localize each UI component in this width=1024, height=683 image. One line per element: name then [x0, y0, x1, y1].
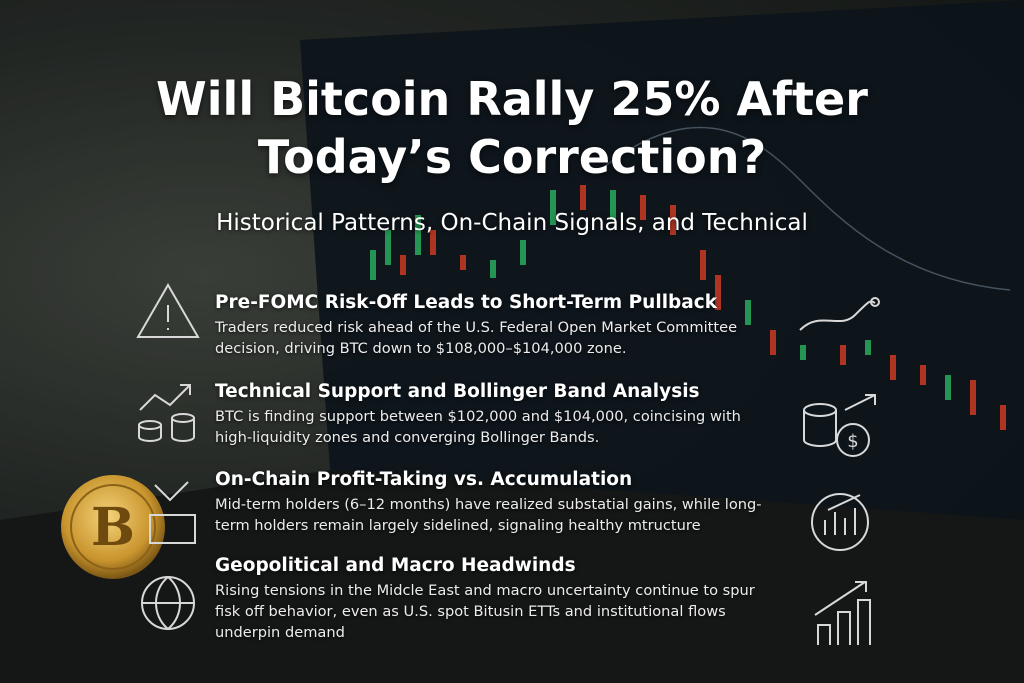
- section-body: Traders reduced risk ahead of the U.S. F…: [215, 319, 738, 357]
- section-body: Rising tensions in the Midcle East and m…: [215, 582, 755, 641]
- bars-icon: [814, 581, 871, 645]
- coin-symbol: B: [91, 497, 135, 558]
- section-heading: Geopolitical and Macro Headwinds: [215, 555, 576, 576]
- gauge-bars: [824, 494, 861, 535]
- subtitle: Historical Patterns, On-Chain Signals, a…: [216, 210, 808, 236]
- trend-dot: [870, 297, 880, 307]
- section: Geopolitical and Macro Headwinds Rising …: [215, 555, 775, 643]
- coins-icon: [803, 410, 837, 447]
- warning-icon: [136, 282, 200, 338]
- section: Pre-FOMC Risk-Off Leads to Short-Term Pu…: [215, 292, 775, 359]
- laptop-screen: [300, 0, 1024, 520]
- dollar-sign: $: [847, 431, 858, 452]
- section-body: BTC is finding support between $102,000 …: [215, 408, 741, 446]
- section-heading: Technical Support and Bollinger Band Ana…: [215, 381, 700, 402]
- decorative-candles: [370, 126, 1011, 430]
- section-body: Mid-term holders (6–12 months) have real…: [215, 496, 762, 534]
- chart-icon: [149, 481, 196, 544]
- title-line: Today’s Correction?: [257, 130, 767, 184]
- dollar-icon: [836, 423, 870, 457]
- title: Will Bitcoin Rally 25% After Today’s Cor…: [0, 70, 1024, 186]
- growth-icon: [139, 384, 191, 411]
- coin-stack: [138, 425, 162, 442]
- section: On-Chain Profit-Taking vs. Accumulation …: [215, 469, 775, 536]
- section-heading: Pre-FOMC Risk-Off Leads to Short-Term Pu…: [215, 292, 718, 313]
- arrow-icon: [844, 394, 876, 411]
- coin-rim: [70, 484, 156, 570]
- coin-stack: [171, 418, 195, 442]
- laptop-base: [0, 470, 1024, 683]
- title-line: Will Bitcoin Rally 25% After: [156, 72, 868, 126]
- gauge-icon: [811, 493, 869, 551]
- bitcoin-coin: [61, 475, 165, 579]
- section-heading: On-Chain Profit-Taking vs. Accumulation: [215, 469, 633, 490]
- globe-lines: [142, 576, 194, 630]
- section: Technical Support and Bollinger Band Ana…: [215, 381, 775, 448]
- icons: [136, 282, 880, 645]
